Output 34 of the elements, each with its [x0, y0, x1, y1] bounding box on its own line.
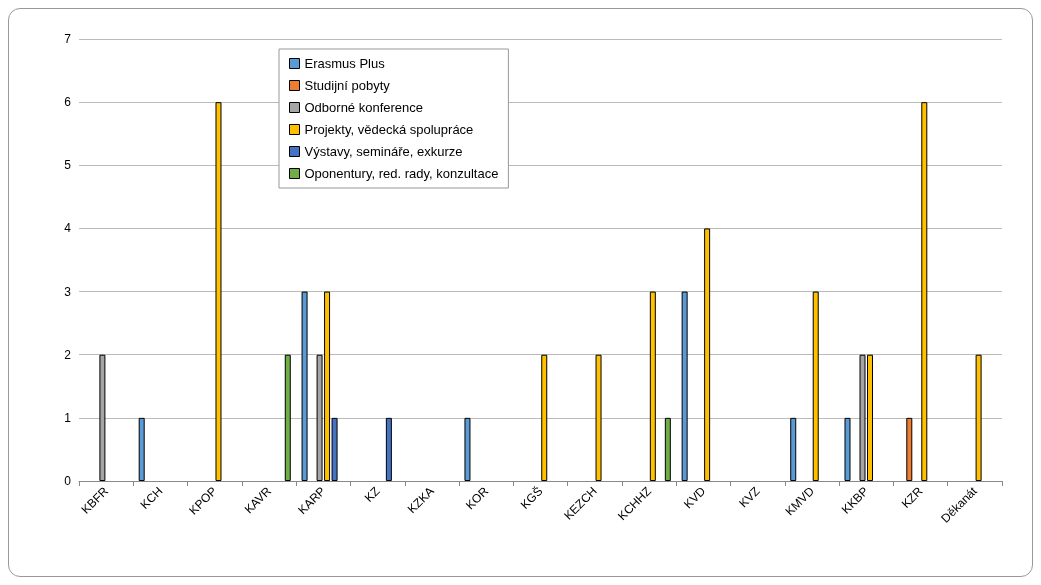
bar: [906, 417, 913, 481]
legend-label: Studijní pobyty: [304, 78, 391, 93]
bar: [844, 417, 851, 481]
legend-label: Výstavy, semináře, exkurze: [304, 144, 463, 159]
bar: [649, 291, 656, 481]
bar: [99, 354, 106, 481]
bar: [921, 102, 928, 481]
y-tick-label: 0: [64, 474, 72, 488]
bar: [301, 291, 308, 481]
y-tick-label: 3: [64, 284, 72, 299]
y-tick-label: 1: [64, 410, 72, 425]
legend-label: Projekty, vědecká spolupráce: [304, 122, 474, 137]
bar: [975, 354, 982, 481]
legend-label: Erasmus Plus: [304, 56, 386, 71]
legend-label: Odborné konference: [304, 100, 424, 115]
bar: [284, 354, 291, 481]
bar: [595, 354, 602, 481]
y-tick-label: 2: [64, 347, 72, 362]
bar: [681, 291, 688, 481]
legend-label: Oponentury, red. rady, konzultace: [304, 166, 499, 181]
bar: [664, 417, 671, 481]
bar: [138, 417, 145, 481]
y-tick-label: 7: [64, 32, 72, 46]
y-tick-label: 4: [64, 221, 72, 236]
bar: [704, 228, 711, 481]
bar: [790, 417, 797, 481]
y-tick-label: 5: [64, 158, 72, 173]
y-tick-label: 6: [64, 95, 72, 110]
bar: [812, 291, 819, 481]
bar: [541, 354, 548, 481]
bar: [215, 102, 222, 481]
bar: [464, 417, 471, 481]
x-tick-label: KZ: [361, 484, 383, 505]
bar: [385, 417, 392, 481]
